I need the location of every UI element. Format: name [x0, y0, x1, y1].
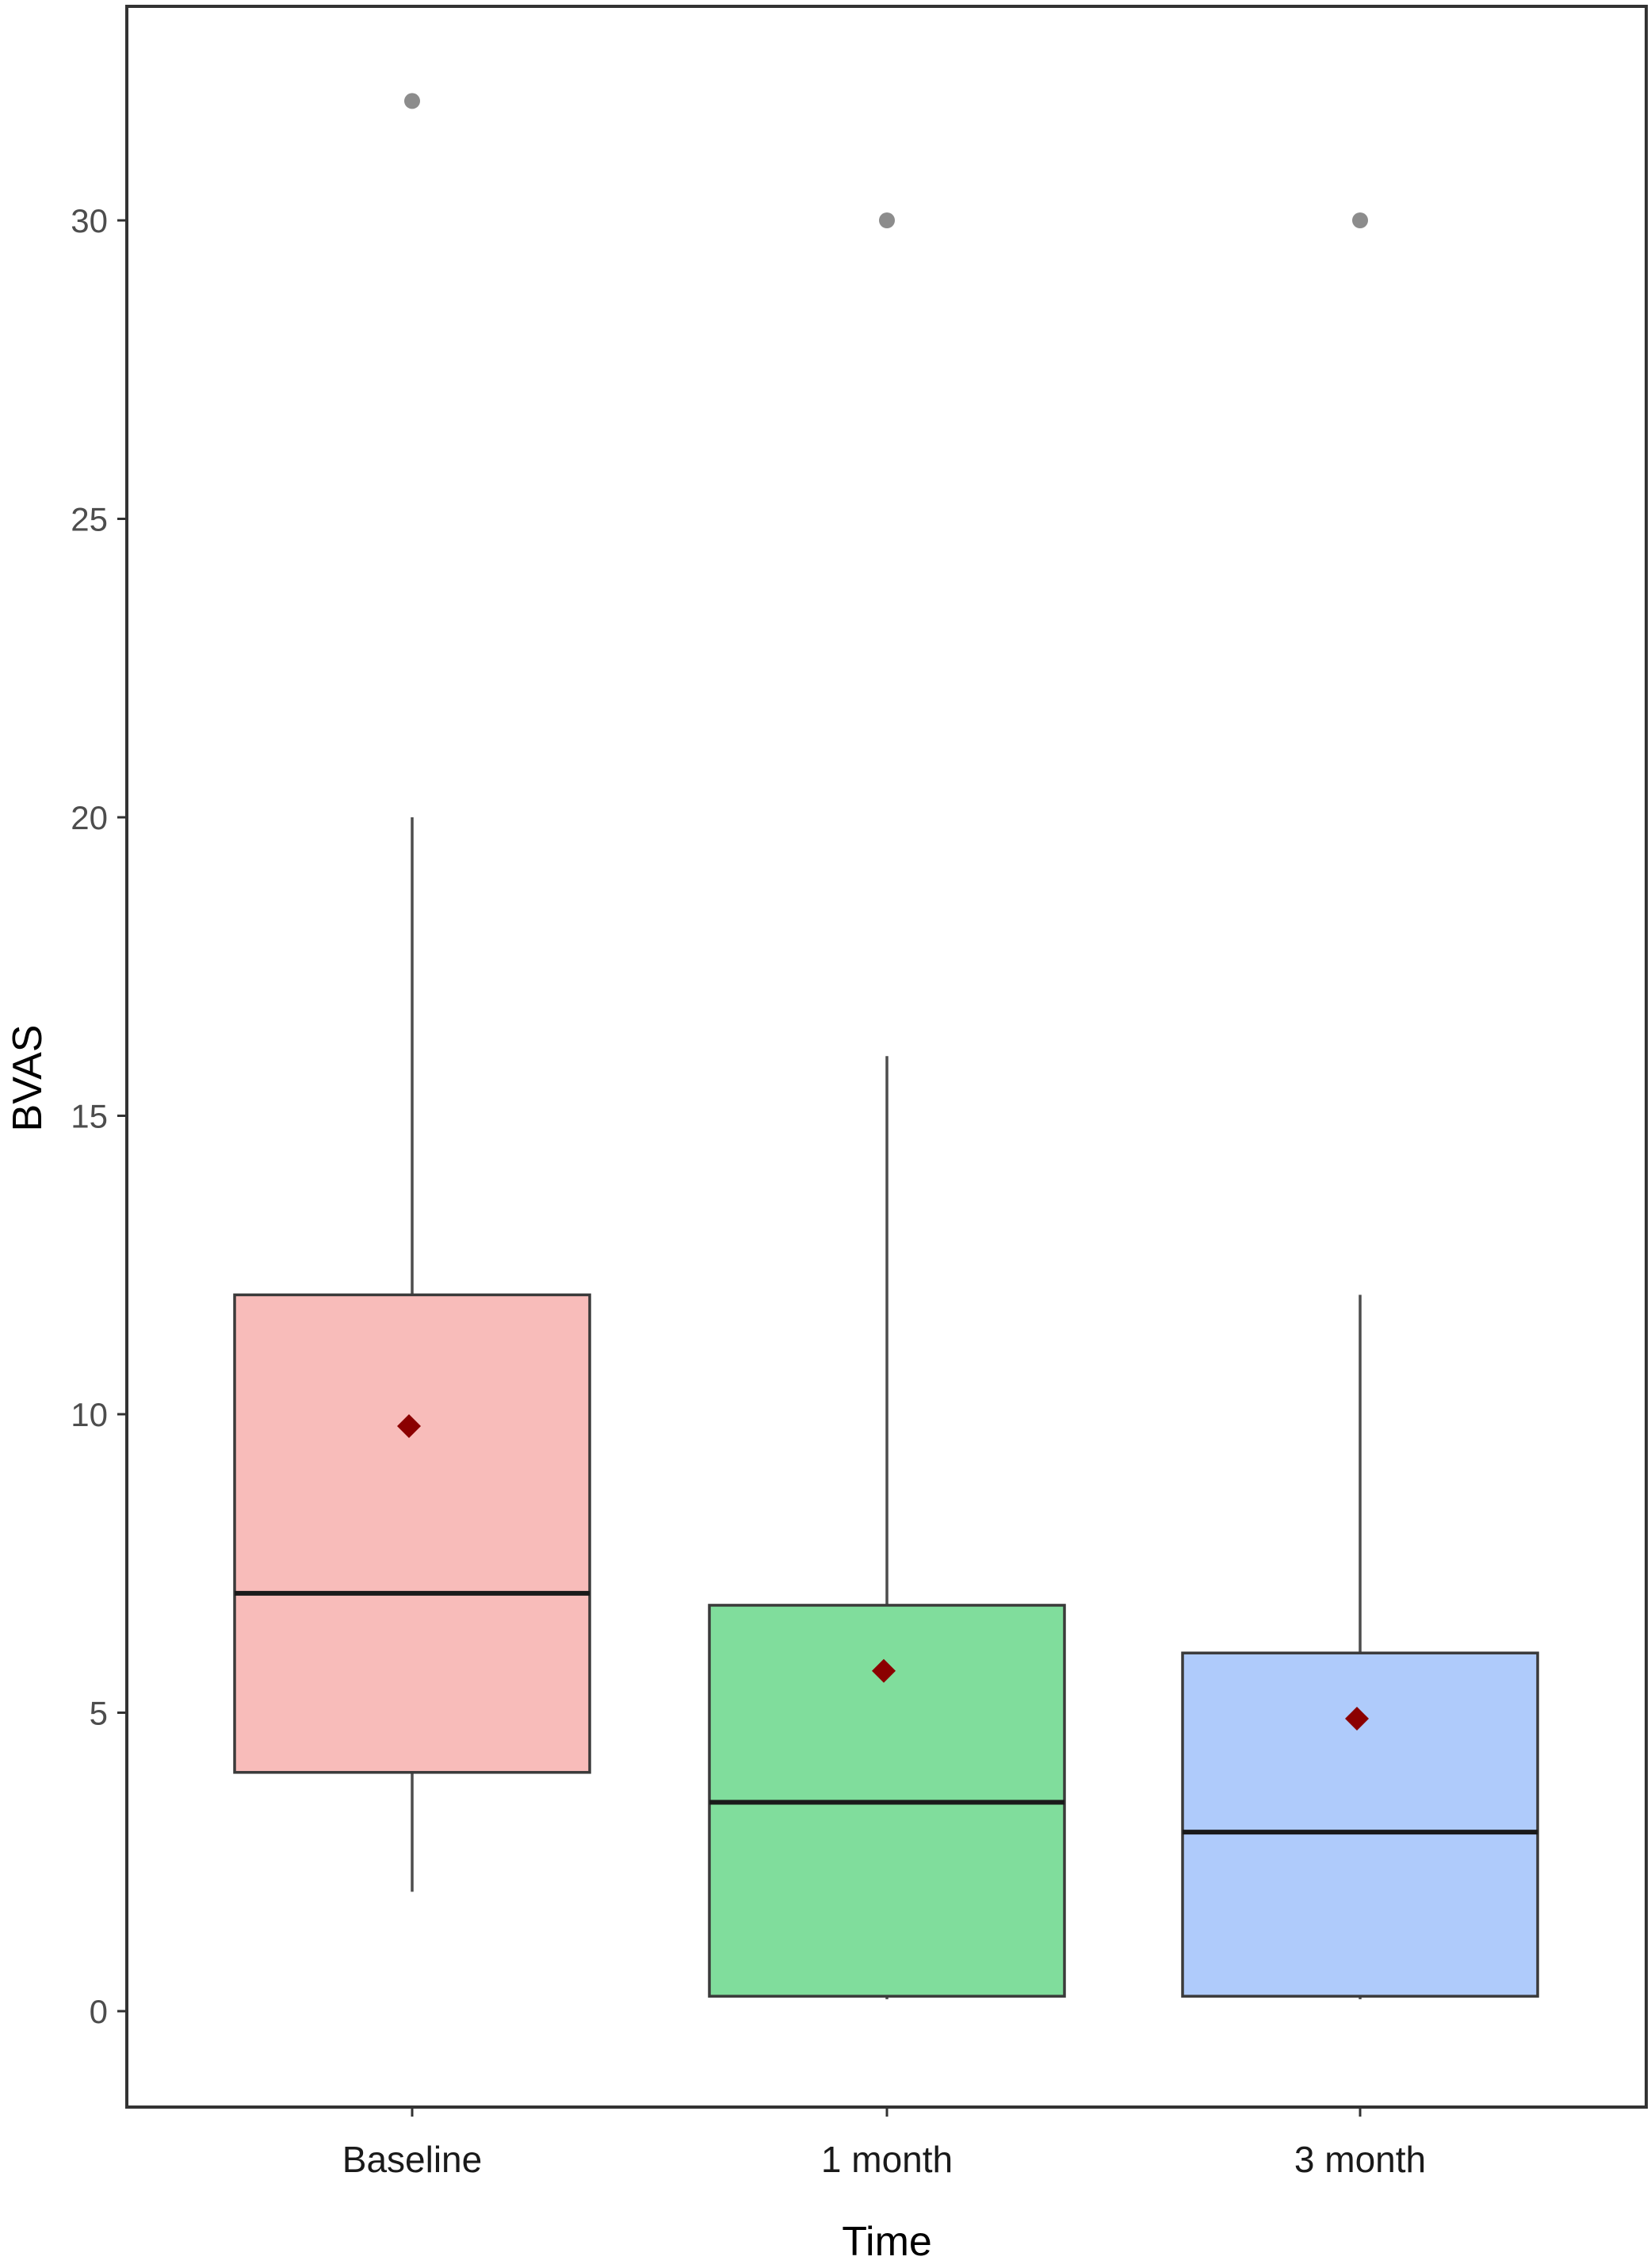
mean-marker — [872, 1658, 896, 1683]
box-iqr — [1181, 1651, 1539, 1998]
x-tick-label: Baseline — [342, 2139, 482, 2180]
x-axis-ticks: Baseline 1 month 3 month — [342, 2107, 1426, 2180]
y-tick-label: 5 — [90, 1695, 108, 1732]
x-axis-title: Time — [842, 2219, 932, 2265]
box-group — [233, 93, 591, 1892]
y-tick-label: 0 — [90, 1993, 108, 2030]
y-axis-title: BVAS — [5, 1025, 51, 1132]
mean-marker — [1345, 1707, 1369, 1731]
y-tick-label: 15 — [71, 1098, 108, 1135]
box-iqr — [233, 1293, 591, 1774]
box-group — [708, 212, 1066, 1999]
y-axis-ticks: 0 5 10 15 20 25 30 — [71, 202, 127, 2030]
x-tick-label: 1 month — [821, 2139, 953, 2180]
y-tick-label: 30 — [71, 202, 108, 239]
outlier-point — [404, 93, 420, 109]
box-group — [1181, 212, 1539, 1999]
y-tick-label: 25 — [71, 501, 108, 538]
outlier-point — [879, 212, 895, 228]
y-tick-label: 20 — [71, 799, 108, 836]
outlier-point — [1352, 212, 1368, 228]
y-tick-label: 10 — [71, 1396, 108, 1433]
mean-marker — [397, 1414, 421, 1439]
x-tick-label: 3 month — [1294, 2139, 1426, 2180]
box-series — [233, 93, 1539, 1999]
